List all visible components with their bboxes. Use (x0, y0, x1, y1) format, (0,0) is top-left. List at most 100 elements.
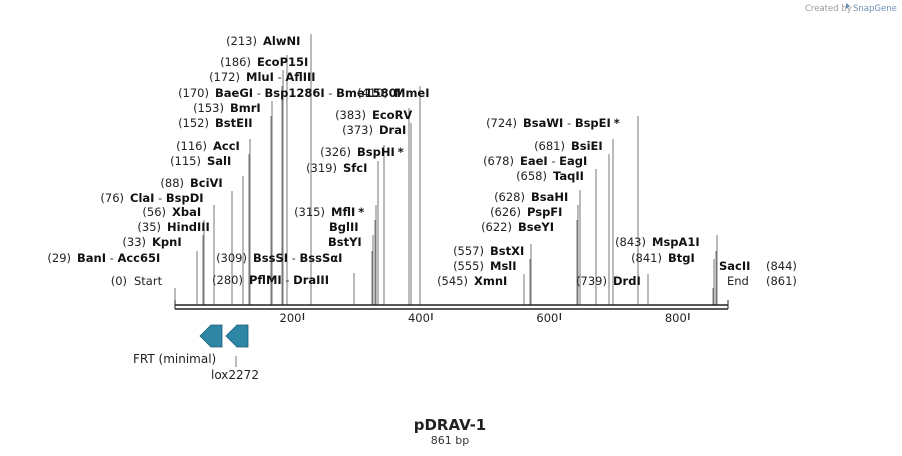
enzyme-name: BstEII (215, 116, 253, 130)
enzyme-name: BspEI (575, 116, 611, 130)
enzyme-name: Bme1580I (336, 86, 401, 100)
site-label[interactable]: MspA1I (652, 235, 700, 249)
site-label[interactable]: BstXI (490, 244, 524, 258)
site-position: (153) (193, 101, 224, 115)
site-position: (739) (576, 274, 607, 288)
site-label[interactable]: MmeI (394, 86, 430, 100)
site-label[interactable]: BssSI - BssSαI (253, 251, 342, 265)
enzyme-name: BssSαI (300, 251, 343, 265)
site-position: (545) (437, 274, 468, 288)
site-position: (626) (490, 205, 521, 219)
site-label[interactable]: MflI * (331, 205, 364, 219)
site-label[interactable]: PflMI - DraIII (249, 273, 329, 287)
enzyme-name: MluI (246, 70, 274, 84)
enzyme-name: EaeI (520, 154, 548, 168)
site-position: (115) (170, 154, 201, 168)
site-position: (326) (320, 145, 351, 159)
site-label[interactable]: XmnI (474, 274, 507, 288)
site-label[interactable]: AlwNI (263, 34, 300, 48)
site-label[interactable]: BanI - Acc65I (77, 251, 160, 265)
site-label[interactable]: BspHI * (357, 145, 404, 159)
enzyme-name: DrdI (613, 274, 641, 288)
site-position: (315) (294, 205, 325, 219)
site-position: (29) (47, 251, 71, 265)
site-label[interactable]: EcoRV (372, 108, 412, 122)
site-position: (678) (483, 154, 514, 168)
credit-text: Created by (805, 4, 852, 14)
enzyme-name: EcoP15I (257, 55, 308, 69)
features: FRT (minimal) lox2272 (133, 324, 259, 382)
site-label[interactable]: BaeGI - Bsp1286I - Bme1580I (215, 86, 401, 100)
site-label[interactable]: TaqII (553, 169, 584, 183)
snapgene-logo-icon (846, 3, 850, 9)
enzyme-name: BtgI (668, 251, 695, 265)
site-label[interactable]: EaeI - EagI (520, 154, 587, 168)
end-name: Start (134, 274, 163, 288)
lox2272-feature-label: lox2272 (211, 368, 259, 382)
site-label[interactable]: SalI (207, 154, 231, 168)
enzyme-name: DraI (379, 123, 406, 137)
site-label[interactable]: XbaI (172, 205, 201, 219)
enzyme-name: BstYI (328, 235, 362, 249)
enzyme-name: MslI (490, 259, 517, 273)
site-label[interactable]: BsaWI - BspEI * (523, 116, 620, 130)
site-label[interactable]: BseYI (518, 220, 554, 234)
enzyme-name: MmeI (394, 86, 430, 100)
site-lines (174, 34, 718, 305)
site-label[interactable]: SfcI (343, 161, 367, 175)
site-label[interactable]: EcoP15I (257, 55, 308, 69)
site-label[interactable]: KpnI (152, 235, 182, 249)
plasmid-length: 861 bp (431, 434, 469, 447)
lox2272-feature-arrow[interactable] (225, 324, 249, 348)
enzyme-name: BsaHI (531, 190, 568, 204)
site-label[interactable]: ClaI - BspDI (130, 191, 204, 205)
enzyme-name: BseYI (518, 220, 554, 234)
end-position: (0) (111, 274, 127, 288)
site-label[interactable]: BmrI (230, 101, 261, 115)
site-label[interactable]: MslI (490, 259, 517, 273)
credit-brand: SnapGene (853, 4, 897, 14)
axis-tick-label: 800 (665, 311, 687, 325)
site-label[interactable]: BstYI (328, 235, 362, 249)
site-position: (152) (178, 116, 209, 130)
enzyme-name: BanI (77, 251, 106, 265)
enzyme-name: MflI (331, 205, 355, 219)
site-position: (33) (122, 235, 146, 249)
end-name: End (727, 274, 749, 288)
site-label[interactable]: PspFI (527, 205, 562, 219)
site-label[interactable]: DrdI (613, 274, 641, 288)
enzyme-name: AlwNI (263, 34, 300, 48)
frt-feature-arrow[interactable] (199, 324, 223, 348)
site-label[interactable]: MluI - AflIII (246, 70, 316, 84)
site-position: (841) (631, 251, 662, 265)
site-position: (309) (216, 251, 247, 265)
site-label[interactable]: BsaHI (531, 190, 568, 204)
enzyme-name: AccI (213, 139, 240, 153)
site-label[interactable]: BglII (329, 220, 359, 234)
site-position: (170) (178, 86, 209, 100)
site-label[interactable]: BciVI (190, 176, 223, 190)
site-position: (844) (766, 259, 797, 273)
site-label[interactable]: AccI (213, 139, 240, 153)
site-label[interactable]: BtgI (668, 251, 695, 265)
site-position: (88) (160, 176, 184, 190)
site-position: (658) (516, 169, 547, 183)
site-position: (319) (306, 161, 337, 175)
site-label[interactable]: BstEII (215, 116, 253, 130)
site-label[interactable]: SacII (719, 259, 750, 273)
enzyme-name: TaqII (553, 169, 584, 183)
site-position: (843) (615, 235, 646, 249)
site-labels: (213) AlwNI (186) EcoP15I (172) MluI - AflIII… (47, 34, 797, 288)
site-label[interactable]: HindIII (167, 220, 210, 234)
site-label[interactable]: DraI (379, 123, 406, 137)
enzyme-name: Acc65I (117, 251, 160, 265)
frt-feature-label: FRT (minimal) (133, 352, 216, 366)
site-position: (35) (137, 220, 161, 234)
snapgene-credit: Created by SnapGene (805, 3, 897, 14)
site-position: (213) (226, 34, 257, 48)
enzyme-name: EagI (559, 154, 587, 168)
enzyme-name: AflIII (285, 70, 315, 84)
site-label[interactable]: BsiEI (571, 139, 603, 153)
site-position: (373) (342, 123, 373, 137)
